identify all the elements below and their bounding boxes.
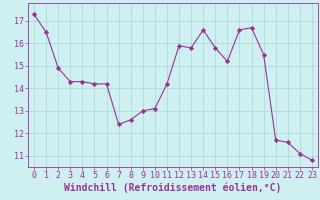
X-axis label: Windchill (Refroidissement éolien,°C): Windchill (Refroidissement éolien,°C) — [64, 183, 282, 193]
